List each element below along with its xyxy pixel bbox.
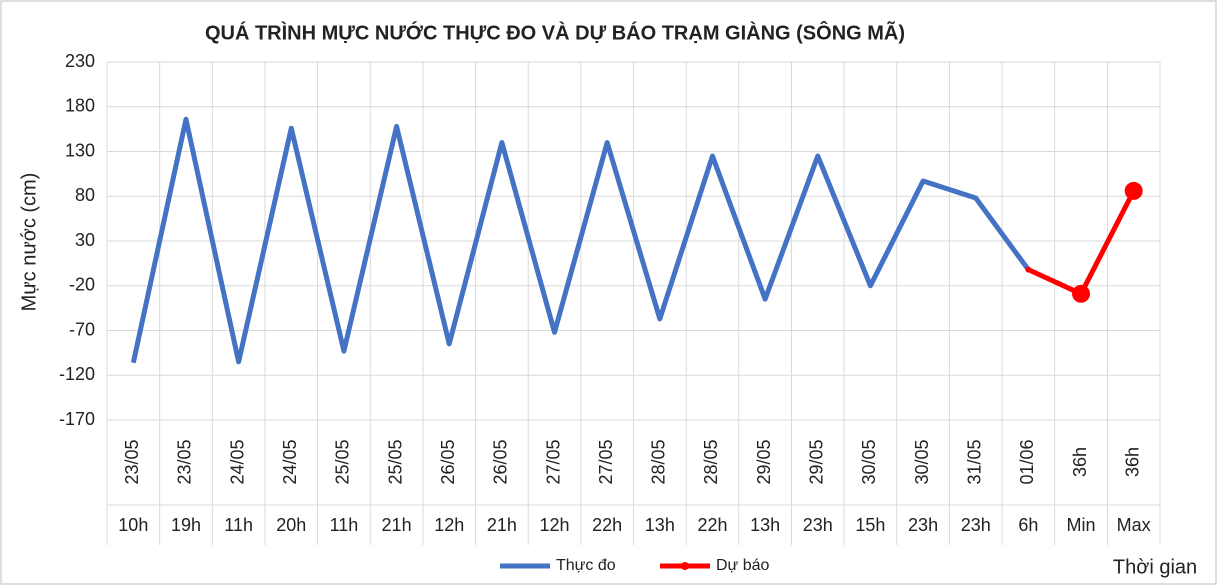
x-tick-label: 26/05 <box>438 439 458 484</box>
x-tick-label: 01/06 <box>1017 439 1037 484</box>
x-sub-tick-label: Max <box>1117 515 1151 535</box>
y-tick-label: 30 <box>75 230 95 250</box>
x-sub-tick-label: 15h <box>855 515 885 535</box>
x-sub-tick-label: 10h <box>118 515 148 535</box>
x-sub-tick-label: 13h <box>645 515 675 535</box>
x-tick-label: 29/05 <box>807 439 827 484</box>
y-tick-label: -20 <box>69 275 95 295</box>
x-tick-label: 24/05 <box>280 439 300 484</box>
x-sub-tick-label: 20h <box>276 515 306 535</box>
x-tick-label: 36h <box>1122 447 1142 477</box>
x-tick-label: 25/05 <box>385 439 405 484</box>
series-line <box>130 116 1031 365</box>
legend-label: Thực đo <box>556 557 616 574</box>
y-tick-label: 130 <box>65 140 95 160</box>
x-axis-title: Thời gian <box>1113 556 1197 578</box>
x-sub-tick-label: 11h <box>224 515 253 535</box>
x-tick-label: 27/05 <box>596 439 616 484</box>
y-tick-label: 80 <box>75 185 95 205</box>
x-tick-label: 30/05 <box>859 439 879 484</box>
legend-label: Dự báo <box>716 557 770 574</box>
x-sub-tick-label: 11h <box>330 515 359 535</box>
x-tick-label: 28/05 <box>649 439 669 484</box>
point-marker <box>1072 284 1091 303</box>
x-sub-tick-label: 21h <box>382 515 412 535</box>
y-tick-label: -170 <box>59 409 95 429</box>
x-tick-label: 25/05 <box>333 439 353 484</box>
y-axis-title: Mực nước (cm) <box>18 173 40 312</box>
point-marker <box>1025 266 1032 273</box>
x-sub-tick-label: 22h <box>592 515 622 535</box>
x-tick-label: 26/05 <box>491 439 511 484</box>
x-tick-label: 23/05 <box>175 439 195 484</box>
x-sub-tick-label: 12h <box>434 515 464 535</box>
x-sub-tick-label: 13h <box>750 515 780 535</box>
y-tick-label: -70 <box>69 319 95 339</box>
x-tick-label: 23/05 <box>122 439 142 484</box>
x-tick-label: 31/05 <box>964 439 984 484</box>
x-tick-label: 30/05 <box>912 439 932 484</box>
y-tick-label: 230 <box>65 51 95 71</box>
point-marker <box>1124 181 1143 200</box>
y-tick-label: 180 <box>65 96 95 116</box>
x-sub-tick-label: 22h <box>697 515 727 535</box>
x-sub-tick-label: 23h <box>803 515 833 535</box>
x-sub-tick-label: 23h <box>961 515 991 535</box>
x-tick-label: 27/05 <box>543 439 563 484</box>
legend-marker <box>681 562 689 570</box>
x-tick-label: 36h <box>1070 447 1090 477</box>
x-sub-tick-label: 12h <box>540 515 570 535</box>
x-tick-label: 28/05 <box>701 439 721 484</box>
x-sub-tick-label: 19h <box>171 515 201 535</box>
x-sub-tick-label: 6h <box>1018 515 1038 535</box>
x-tick-label: 29/05 <box>754 439 774 484</box>
x-sub-tick-label: Min <box>1067 515 1096 535</box>
y-tick-label: -120 <box>59 364 95 384</box>
x-sub-tick-label: 21h <box>487 515 517 535</box>
x-sub-tick-label: 23h <box>908 515 938 535</box>
chart-title: QUÁ TRÌNH MỰC NƯỚC THỰC ĐO VÀ DỰ BÁO TRẠ… <box>205 20 905 44</box>
x-tick-label: 24/05 <box>227 439 247 484</box>
